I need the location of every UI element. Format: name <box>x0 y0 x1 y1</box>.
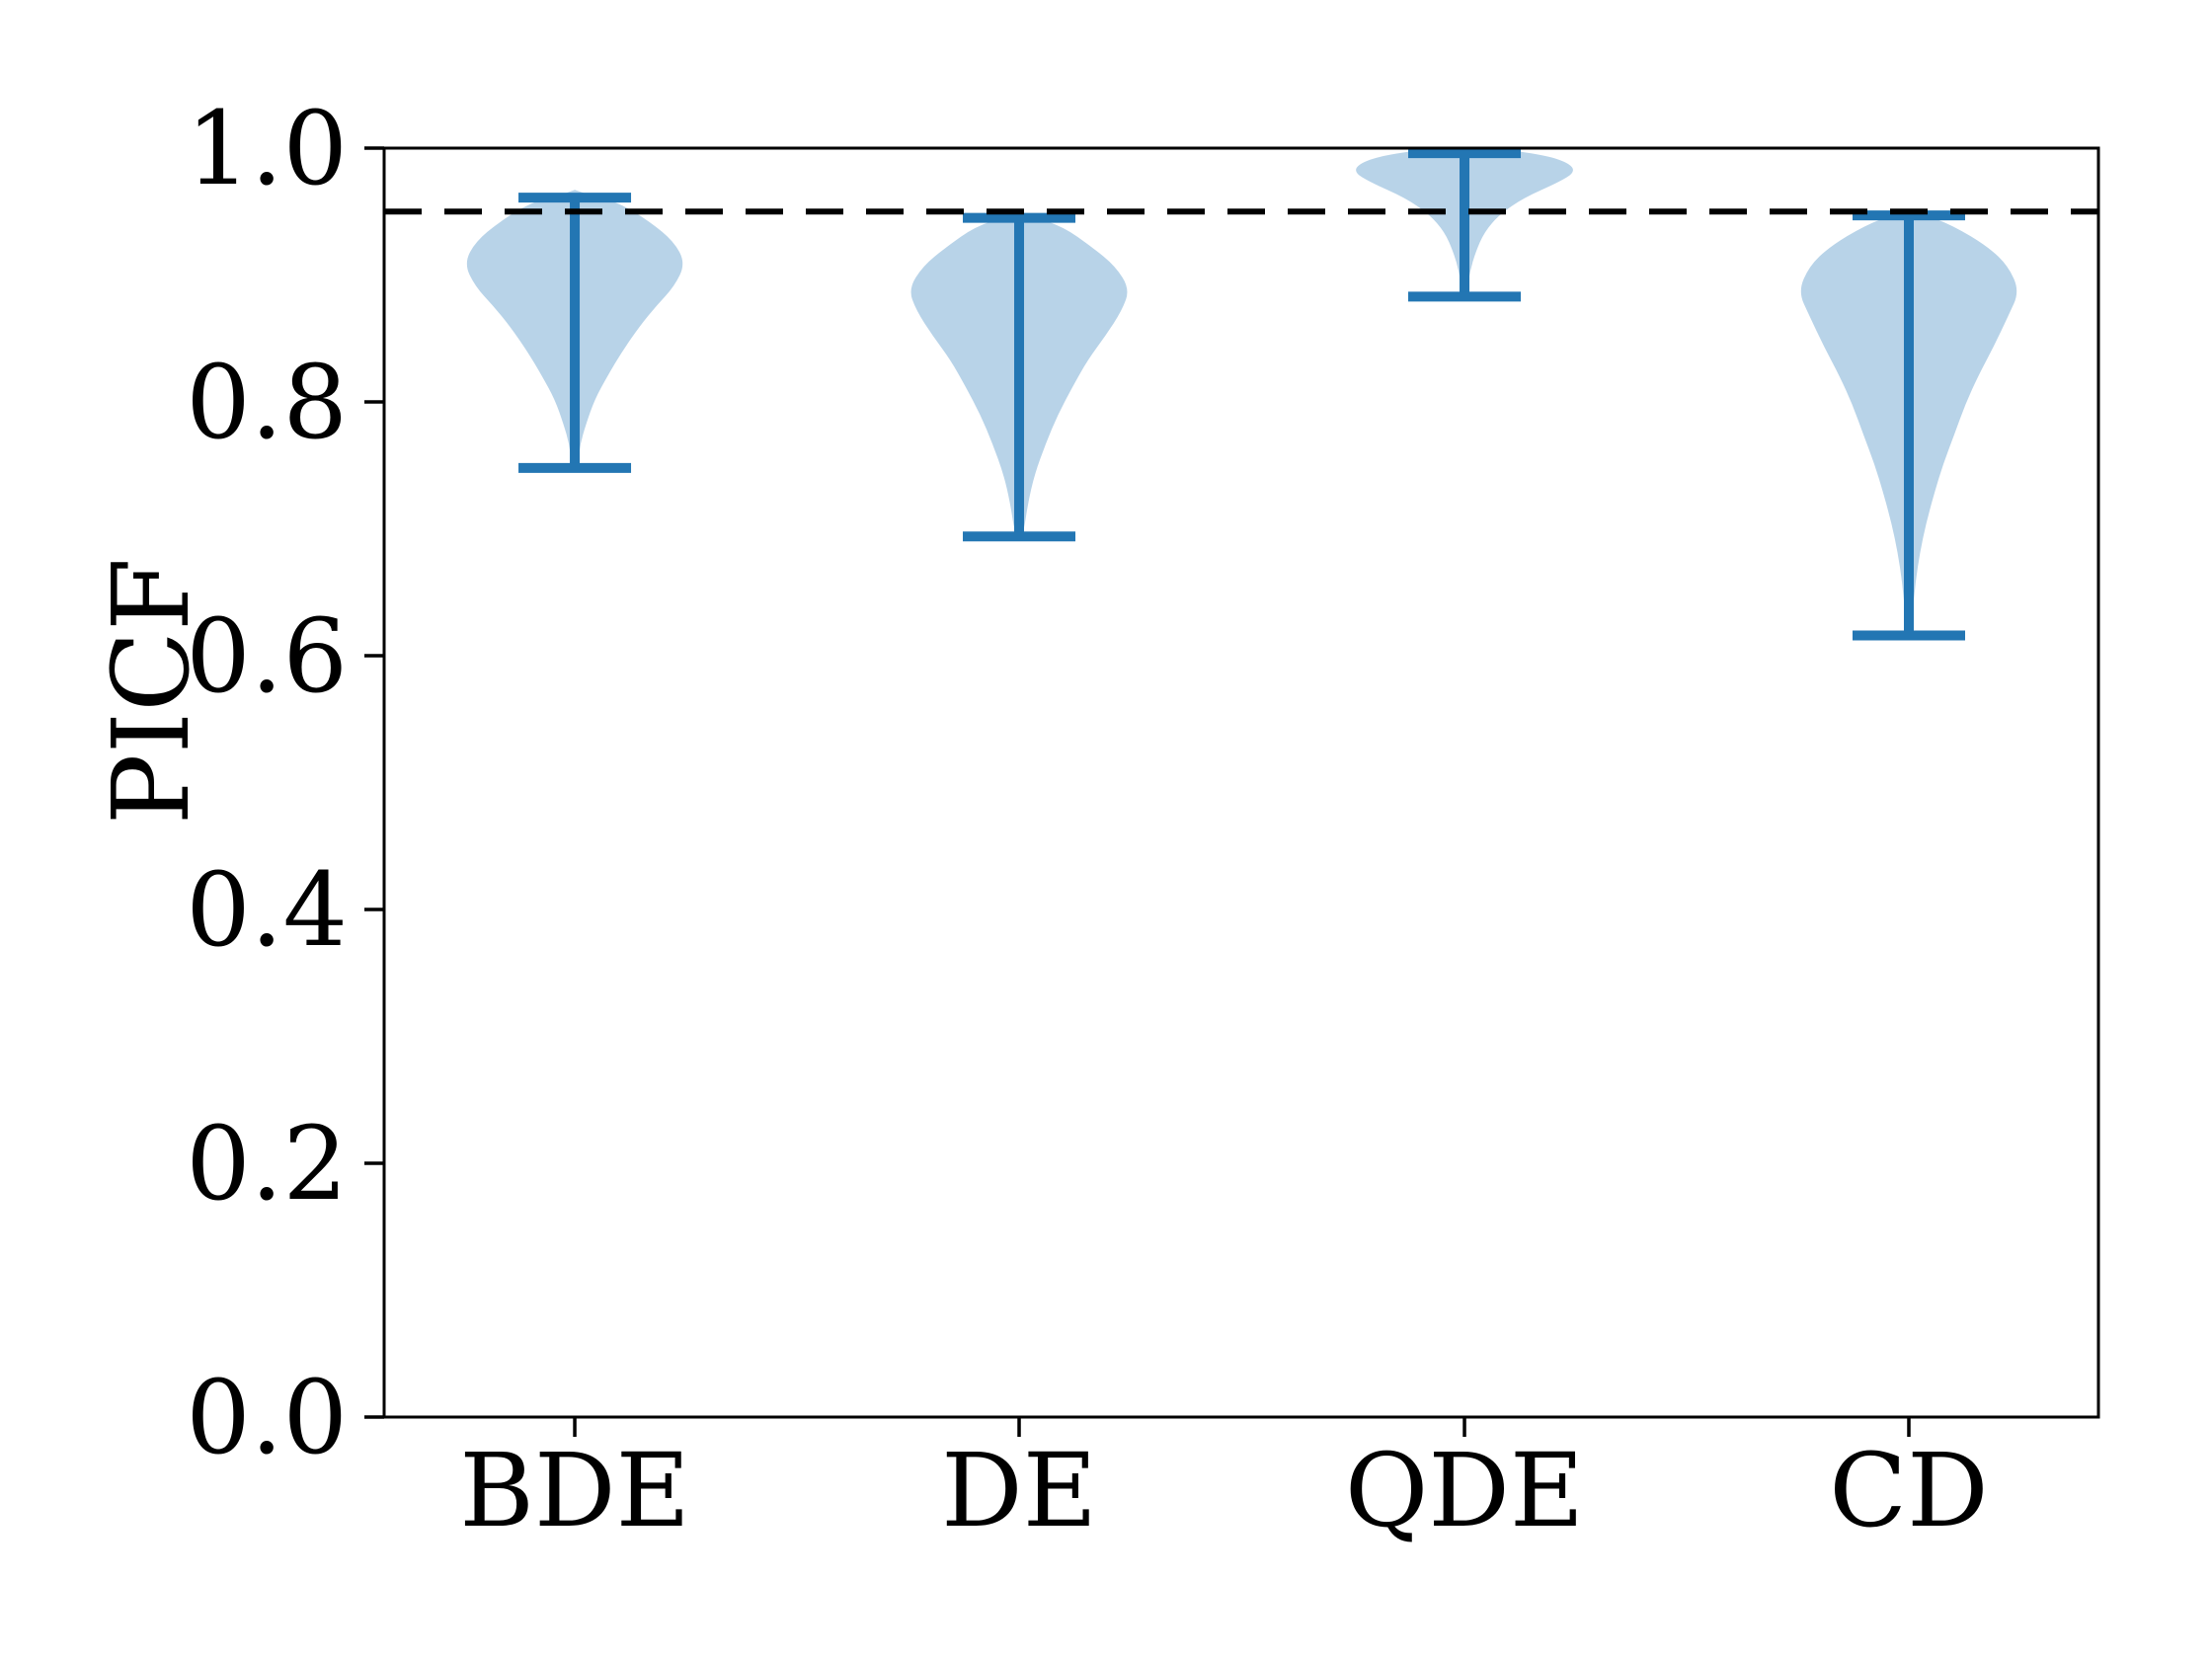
y-axis-label: PICF <box>91 558 213 825</box>
x-tick-label-bde: BDE <box>459 1432 689 1550</box>
y-tick-label-0.8: 0.8 <box>186 344 348 462</box>
y-tick-label-0.6: 0.6 <box>186 597 348 716</box>
ticks-layer <box>364 146 1911 1437</box>
y-tick-label-0.0: 0.0 <box>186 1359 348 1477</box>
y-tick-label-1.0: 1.0 <box>186 90 348 208</box>
whiskers-layer <box>518 148 1965 641</box>
plot-border <box>382 146 2100 1419</box>
tick-labels-layer: BDE DE QDE CD 0.0 0.2 0.4 0.6 0.8 1.0 <box>186 90 1989 1550</box>
x-tick-label-de: DE <box>941 1432 1097 1550</box>
violins-layer <box>466 148 2017 635</box>
x-tick-label-qde: QDE <box>1345 1432 1584 1550</box>
x-tick-label-cd: CD <box>1829 1432 1988 1550</box>
y-tick-label-0.2: 0.2 <box>186 1105 348 1224</box>
y-tick-label-0.4: 0.4 <box>186 851 348 970</box>
